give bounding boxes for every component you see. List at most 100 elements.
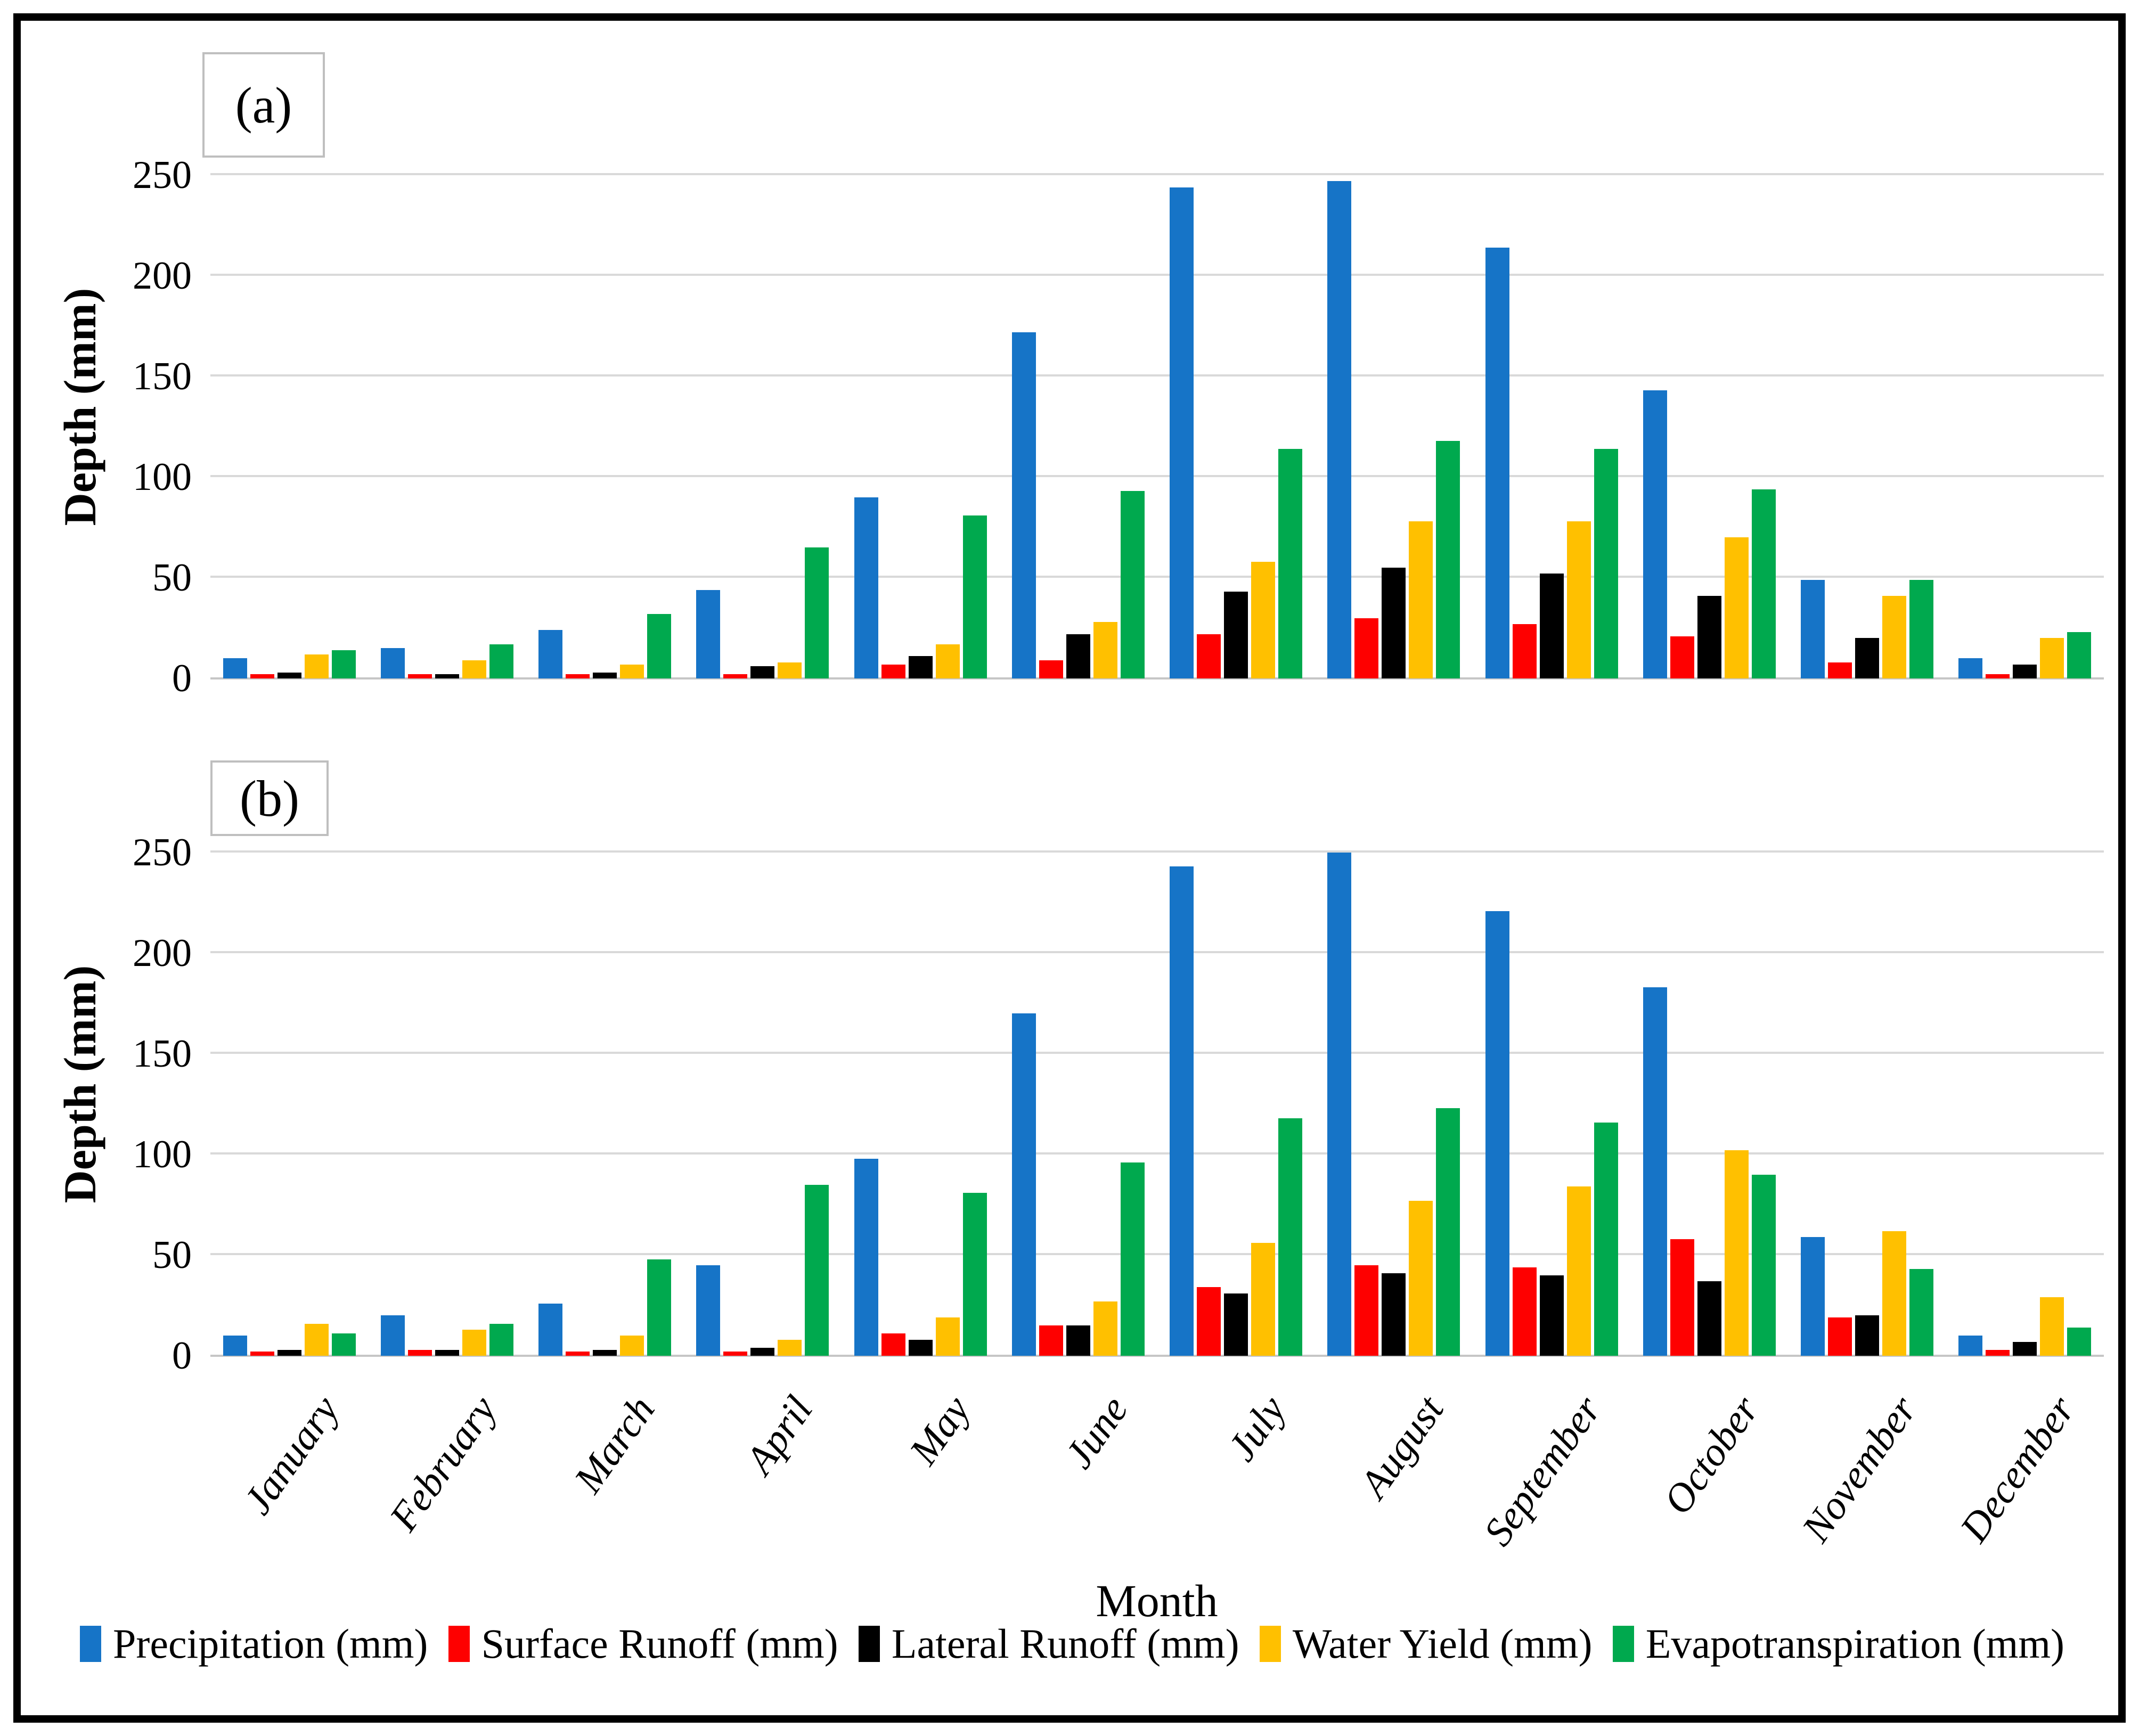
bar-evapotranspiration-mm-july-a [1278, 449, 1303, 678]
bar-lateral-runoff-mm-december-a [2013, 664, 2037, 678]
bar-surface-runoff-mm-january-a [250, 674, 274, 678]
bar-water-yield-mm-september-b [1566, 1186, 1591, 1356]
ytick-0-a: 0 [172, 657, 192, 700]
gridline-250-a [210, 173, 2104, 175]
bar-surface-runoff-mm-april-a [723, 674, 748, 678]
bar-water-yield-mm-april-b [778, 1339, 802, 1356]
bar-evapotranspiration-mm-october-a [1751, 489, 1776, 678]
ytick-50-b: 50 [152, 1233, 192, 1277]
month-label-june: June [1056, 1388, 1137, 1477]
bar-lateral-runoff-mm-september-a [1539, 574, 1564, 678]
bar-surface-runoff-mm-may-a [881, 664, 905, 678]
bar-precipitation-mm-september-b [1485, 911, 1509, 1356]
bar-surface-runoff-mm-october-a [1670, 636, 1694, 678]
bar-surface-runoff-mm-december-a [1986, 674, 2010, 678]
bar-lateral-runoff-mm-march-a [593, 672, 617, 678]
bar-lateral-runoff-mm-april-a [750, 666, 775, 678]
ytick-100-a: 100 [133, 455, 192, 499]
legend-label-precipitation-mm: Precipitation (mm) [113, 1620, 428, 1667]
x-axis-line-a [210, 677, 2104, 679]
ytick-250-a: 250 [133, 153, 192, 197]
bar-group-january-b [223, 813, 356, 1356]
plot-area-a [210, 135, 2104, 679]
bar-lateral-runoff-mm-february-a [435, 674, 459, 678]
bar-surface-runoff-mm-june-a [1039, 660, 1063, 678]
bar-lateral-runoff-mm-august-a [1382, 568, 1406, 678]
month-label-october: October [1655, 1388, 1768, 1522]
gridline-50-b [210, 1253, 2104, 1255]
bar-precipitation-mm-december-b [1958, 1336, 1983, 1356]
legend-item-water-yield-mm: Water Yield (mm) [1259, 1620, 1592, 1668]
bar-water-yield-mm-october-b [1724, 1150, 1749, 1356]
bar-evapotranspiration-mm-june-b [1120, 1162, 1145, 1356]
bar-surface-runoff-mm-december-b [1986, 1349, 2010, 1356]
bar-precipitation-mm-october-b [1643, 987, 1667, 1356]
bar-lateral-runoff-mm-may-a [908, 656, 933, 678]
bar-surface-runoff-mm-may-b [881, 1333, 905, 1356]
bar-group-january-a [223, 135, 356, 678]
bar-precipitation-mm-april-a [696, 589, 721, 678]
bar-water-yield-mm-february-b [462, 1329, 486, 1356]
bar-precipitation-mm-february-a [380, 648, 405, 678]
bar-evapotranspiration-mm-december-b [2067, 1328, 2092, 1356]
bar-lateral-runoff-mm-june-a [1066, 634, 1090, 678]
bar-precipitation-mm-july-a [1170, 187, 1194, 678]
bar-precipitation-mm-march-b [538, 1303, 563, 1356]
bar-water-yield-mm-january-a [304, 654, 329, 678]
bar-group-july-b [1170, 813, 1303, 1356]
month-label-august: August [1351, 1388, 1452, 1506]
bar-group-april-b [696, 813, 829, 1356]
month-label-january: January [235, 1388, 348, 1522]
bar-precipitation-mm-december-a [1958, 658, 1983, 678]
bar-water-yield-mm-february-a [462, 660, 486, 678]
bar-evapotranspiration-mm-may-a [962, 515, 987, 678]
bar-water-yield-mm-june-b [1093, 1301, 1117, 1356]
bar-surface-runoff-mm-july-b [1197, 1287, 1221, 1356]
bar-lateral-runoff-mm-november-b [1855, 1315, 1880, 1356]
bar-group-june-b [1011, 813, 1145, 1356]
bar-surface-runoff-mm-september-a [1512, 624, 1537, 678]
bar-water-yield-mm-june-a [1093, 622, 1117, 678]
bar-evapotranspiration-mm-january-b [331, 1333, 356, 1356]
bar-surface-runoff-mm-april-b [723, 1352, 748, 1356]
bar-evapotranspiration-mm-february-b [489, 1323, 513, 1356]
bar-evapotranspiration-mm-february-a [489, 644, 513, 678]
bar-evapotranspiration-mm-november-a [1909, 579, 1934, 678]
bar-surface-runoff-mm-july-a [1197, 634, 1221, 678]
bar-evapotranspiration-mm-april-a [805, 547, 829, 678]
bar-lateral-runoff-mm-july-b [1224, 1293, 1248, 1356]
bar-evapotranspiration-mm-september-a [1594, 449, 1618, 678]
legend-swatch-water-yield-mm [1259, 1626, 1281, 1662]
bar-evapotranspiration-mm-august-a [1436, 440, 1460, 678]
month-label-december: December [1951, 1388, 2084, 1550]
ytick-200-a: 200 [133, 254, 192, 298]
legend-label-surface-runoff-mm: Surface Runoff (mm) [481, 1620, 838, 1667]
bar-water-yield-mm-september-a [1566, 521, 1591, 678]
y-axis-ticks-a: 0 50 100 150 200 250 [64, 135, 192, 700]
bar-precipitation-mm-november-a [1801, 579, 1825, 678]
bar-group-september-a [1485, 135, 1618, 678]
bar-water-yield-mm-may-b [935, 1317, 960, 1356]
bar-group-may-a [854, 135, 987, 678]
figure-border-frame [13, 13, 2126, 1723]
bar-precipitation-mm-june-b [1011, 1013, 1036, 1356]
bar-group-april-a [696, 135, 829, 678]
bar-lateral-runoff-mm-december-b [2013, 1341, 2037, 1356]
bar-water-yield-mm-august-a [1409, 521, 1433, 678]
legend-label-evapotranspiration-mm: Evapotranspiration (mm) [1645, 1620, 2064, 1667]
bar-group-october-b [1643, 813, 1776, 1356]
bar-water-yield-mm-november-b [1882, 1231, 1907, 1356]
gridline-200-b [210, 951, 2104, 953]
ytick-200-b: 200 [133, 931, 192, 975]
bar-precipitation-mm-may-b [854, 1158, 878, 1356]
bar-surface-runoff-mm-february-a [407, 674, 432, 678]
bar-lateral-runoff-mm-july-a [1224, 592, 1248, 678]
bar-evapotranspiration-mm-january-a [331, 650, 356, 678]
bar-group-november-b [1801, 813, 1934, 1356]
bar-evapotranspiration-mm-november-b [1909, 1269, 1934, 1356]
bar-surface-runoff-mm-march-b [566, 1352, 590, 1356]
bar-water-yield-mm-may-a [935, 644, 960, 678]
bar-surface-runoff-mm-september-b [1512, 1267, 1537, 1356]
month-label-april: April [737, 1388, 821, 1482]
bar-group-march-b [538, 813, 672, 1356]
